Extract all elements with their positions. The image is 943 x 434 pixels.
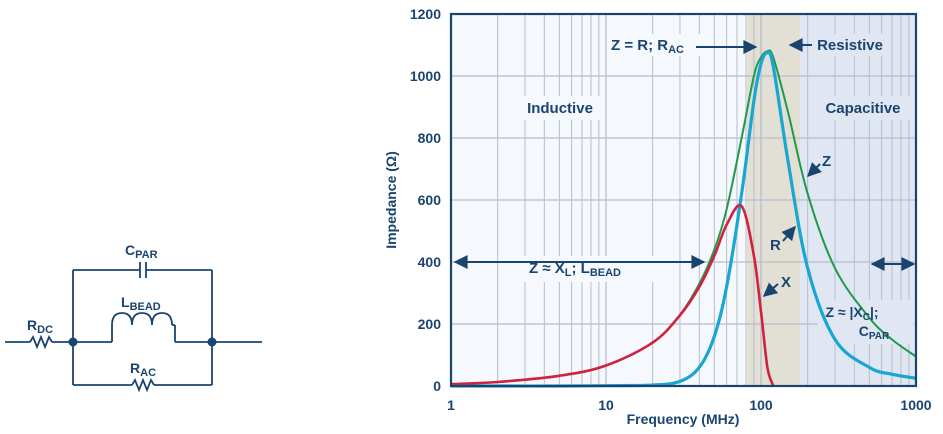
plot-frame [449,12,918,388]
impedance-chart: 0 200 400 600 800 1000 1200 1 10 100 1000 Frequen… [383,6,932,427]
node-dot-left [68,337,78,347]
region-label-inductive: Inductive [527,100,593,117]
x-axis-label: Frequency (MHz) [627,411,740,427]
label-rdc: RDC [27,317,53,336]
y-tick-label: 0 [433,378,441,394]
y-tick-label: 200 [418,316,442,332]
y-axis-label: Impedance (Ω) [383,151,399,249]
y-tick-label: 1000 [410,68,441,84]
grid-lines [451,14,916,386]
pointer-x [762,282,779,297]
x-tick-label: 10 [598,397,614,413]
y-tick-labels: 0 200 400 600 800 1000 1200 [410,6,441,394]
rdc-resistor-icon [29,334,53,350]
label-cpar: CPAR [125,242,158,261]
curve-label-x: X [781,274,791,291]
node-dot-right [207,337,217,347]
x-tick-label: 1 [447,397,455,413]
x-tick-labels: 1 10 100 1000 [447,397,932,413]
pointer-z [807,162,822,177]
curve-label-z: Z [822,153,831,170]
label-rac: RAC [130,360,156,379]
y-tick-label: 800 [418,130,442,146]
rac-resistor-icon [131,377,155,393]
region-label-resistive: Resistive [817,37,883,54]
annotation-z-equals-r: Z = R; RAC [611,37,684,56]
inductor-coil-icon [111,312,173,326]
region-label-capacitive: Capacitive [825,100,900,117]
x-tick-label: 1000 [900,397,931,413]
y-tick-label: 400 [418,254,442,270]
curve-label-r: R [770,237,781,254]
ferrite-bead-circuit [5,262,262,393]
y-tick-label: 1200 [410,6,441,22]
x-curve [450,203,775,387]
y-tick-label: 600 [418,192,442,208]
annotation-cpar: CPAR [859,323,890,342]
annotation-z-approx-xc: Z ≈ |XC|; [825,304,878,323]
pointer-r [781,225,796,242]
x-tick-label: 100 [749,397,773,413]
label-lbead: LBEAD [121,294,161,313]
